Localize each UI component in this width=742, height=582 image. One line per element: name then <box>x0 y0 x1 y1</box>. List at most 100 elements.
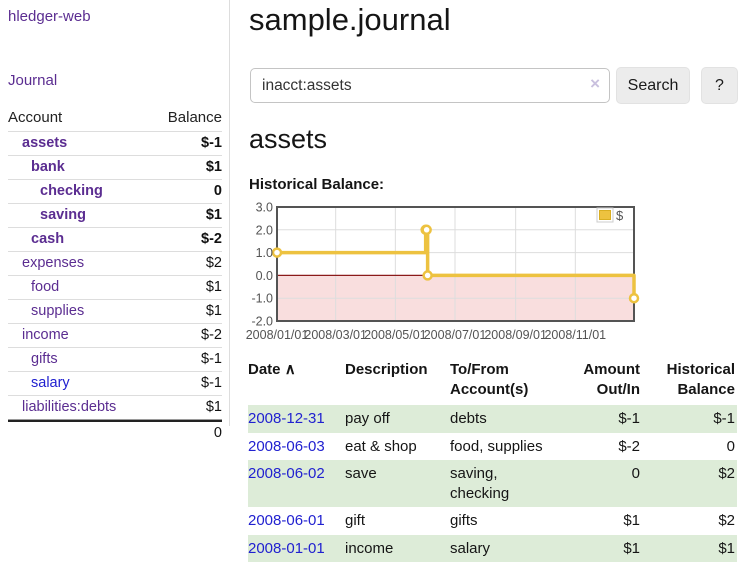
app-title-link[interactable]: hledger-web <box>8 8 91 25</box>
account-row: food $1 <box>8 275 222 299</box>
x-axis-tick-label: 2008/07/01 <box>424 328 487 342</box>
legend-swatch <box>599 210 611 220</box>
data-point-marker <box>628 292 640 304</box>
register-header-description: Description <box>345 361 428 378</box>
account-row: checking 0 <box>8 179 222 203</box>
register-header-accounts: To/From Account(s) <box>450 361 529 398</box>
transaction-accounts: gifts <box>450 512 478 529</box>
account-link[interactable]: supplies <box>31 303 85 319</box>
legend-label: $ <box>616 208 624 223</box>
account-row: liabilities:debts $1 <box>8 395 222 420</box>
transaction-balance: $2 <box>642 460 737 507</box>
y-axis-tick-label: -2.0 <box>251 315 273 329</box>
transaction-date-link[interactable]: 2008-06-01 <box>248 512 325 529</box>
search-box: × <box>250 68 610 103</box>
account-link[interactable]: liabilities:debts <box>22 399 117 415</box>
transaction-accounts: salary <box>450 534 562 562</box>
data-point-marker <box>271 247 283 258</box>
transaction-description: save <box>345 460 450 507</box>
sort-ascending-icon: ∧ <box>284 361 296 378</box>
transaction-date-link[interactable]: 2008-06-02 <box>248 465 325 482</box>
y-axis-tick-label: 0.0 <box>256 269 273 283</box>
transaction-amount: $1 <box>623 512 640 529</box>
account-link[interactable]: assets <box>22 135 68 151</box>
x-axis-tick-label: 2008/03/01 <box>304 328 367 342</box>
account-row: cash $-2 <box>8 227 222 251</box>
account-balance: $1 <box>150 155 222 179</box>
accounts-header-balance: Balance <box>167 109 222 126</box>
clear-search-icon[interactable]: × <box>590 74 600 93</box>
y-axis-tick-label: 1.0 <box>256 246 273 260</box>
transaction-date-link[interactable]: 2008-01-01 <box>248 539 325 557</box>
x-axis-tick-label: 2008/11/01 <box>544 328 606 342</box>
account-row: income $-2 <box>8 323 222 347</box>
transaction-description: pay off <box>345 405 450 433</box>
plot-border <box>276 206 635 322</box>
account-link[interactable]: food <box>31 279 60 295</box>
register-row[interactable]: 2008-06-01 gift gifts $1 $2 <box>248 507 737 535</box>
register-row[interactable]: 2008-06-02 save saving, checking 0 $2 <box>248 460 737 507</box>
register-row[interactable]: 2008-06-03 eat & shop food, supplies $-2 0 <box>248 433 737 461</box>
transaction-amount: 0 <box>562 460 642 507</box>
register-header-date[interactable]: Date ∧ <box>248 361 296 378</box>
transaction-description: gift <box>345 512 366 529</box>
accounts-total-value: 0 <box>150 420 222 445</box>
transaction-amount: $1 <box>562 534 642 562</box>
account-link[interactable]: gifts <box>31 351 58 367</box>
account-link[interactable]: salary <box>31 375 70 391</box>
account-balance: $-1 <box>150 131 222 155</box>
account-balance: $-2 <box>150 227 222 251</box>
transaction-description: eat & shop <box>345 437 417 455</box>
accounts-balance-table: Account Balance assets $-1 bank $1 checking 0… <box>8 106 222 445</box>
sidebar-item-journal[interactable]: Journal <box>8 72 58 89</box>
x-axis-tick-label: 2008/05/01 <box>364 328 427 342</box>
register-header-balance: Historical Balance <box>666 361 735 398</box>
accounts-header-account: Account <box>8 109 63 126</box>
account-row: salary $-1 <box>8 371 222 395</box>
search-button[interactable]: Search <box>616 67 690 104</box>
register-table: Date ∧ Description To/From Account(s) Am… <box>248 358 737 562</box>
data-point-marker <box>421 224 432 236</box>
register-row[interactable]: 2008-01-01 income salary $1 $1 <box>248 534 737 562</box>
sidebar-divider <box>229 0 230 426</box>
transaction-accounts: debts <box>450 405 562 433</box>
chart-title: Historical Balance: <box>249 176 385 193</box>
transaction-balance: $1 <box>642 534 737 562</box>
register-row[interactable]: 2008-12-31 pay off debts $-1 $-1 <box>248 405 737 433</box>
account-link[interactable]: cash <box>31 231 65 247</box>
account-row: assets $-1 <box>8 131 222 155</box>
accounts-total-row: 0 <box>8 420 222 445</box>
register-header-amount: Amount Out/In <box>583 361 640 398</box>
y-axis-tick-label: -1.0 <box>251 292 273 306</box>
transaction-balance: $-1 <box>642 405 737 433</box>
chart-legend: $ <box>596 207 624 223</box>
account-link[interactable]: checking <box>40 183 103 199</box>
search-row: × Search ? <box>248 67 742 104</box>
account-balance: $1 <box>150 203 222 227</box>
transaction-description: income <box>345 534 450 562</box>
account-link[interactable]: income <box>22 327 69 343</box>
main-content: sample.journal × Search ? assets Histori… <box>246 0 742 582</box>
account-link[interactable]: bank <box>31 159 65 175</box>
account-balance: $1 <box>150 275 222 299</box>
y-axis-tick-label: 2.0 <box>256 223 273 237</box>
transaction-accounts: saving, checking <box>450 460 562 507</box>
y-axis-tick-label: 3.0 <box>256 201 273 215</box>
account-heading: assets <box>249 124 328 154</box>
transaction-date-link[interactable]: 2008-12-31 <box>248 410 325 427</box>
account-link[interactable]: saving <box>40 207 86 223</box>
account-row: bank $1 <box>8 155 222 179</box>
account-row: supplies $1 <box>8 299 222 323</box>
transaction-date-link[interactable]: 2008-06-03 <box>248 437 325 455</box>
help-button[interactable]: ? <box>701 67 738 104</box>
page-title: sample.journal <box>249 2 451 37</box>
account-balance: $1 <box>150 395 222 420</box>
transaction-balance: 0 <box>726 437 735 455</box>
account-link[interactable]: expenses <box>22 255 85 271</box>
x-axis-tick-label: 2008/09/01 <box>484 328 547 342</box>
account-balance: $-2 <box>150 323 222 347</box>
search-input[interactable] <box>250 68 610 103</box>
transaction-balance: $2 <box>718 512 735 529</box>
account-balance: $-1 <box>150 347 222 371</box>
